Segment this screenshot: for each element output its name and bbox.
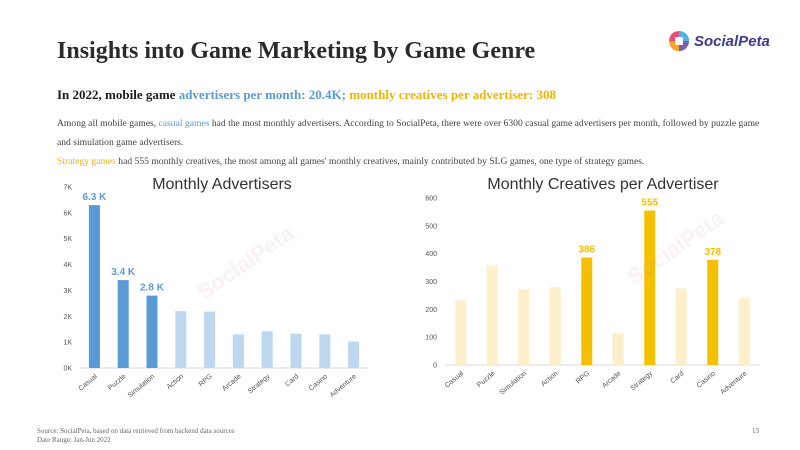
advertisers-category-label: Casual <box>77 373 99 393</box>
advertisers-ytick: 5K <box>63 236 72 243</box>
advertisers-data-label: 3.4 K <box>111 267 136 278</box>
p2-highlight: Strategy games <box>57 156 116 167</box>
p2-post: had 555 monthly creatives, the most amon… <box>115 156 645 167</box>
advertisers-bar <box>88 205 100 368</box>
creatives-category-label: Adventure <box>720 370 749 396</box>
advertisers-ytick: 3K <box>63 288 72 295</box>
creatives-ytick: 300 <box>425 279 437 286</box>
advertisers-ytick: 4K <box>63 262 72 269</box>
creatives-data-label: 555 <box>641 198 658 209</box>
creatives-bar <box>644 210 656 365</box>
advertisers-category-label: Casino <box>308 373 329 392</box>
creatives-bar <box>707 259 719 365</box>
advertisers-category-label: Simulation <box>127 373 157 399</box>
advertisers-bar <box>204 311 216 368</box>
p1-post: had the most monthly advertisers. Accord… <box>57 118 760 148</box>
creatives-ytick: 500 <box>425 223 437 230</box>
headline-creatives: monthly creatives per advertiser: 308 <box>346 87 556 102</box>
creatives-category-label: Simulation <box>498 370 528 396</box>
advertisers-bar <box>146 295 158 368</box>
creatives-data-label: 378 <box>704 247 721 258</box>
creatives-bar <box>675 288 687 365</box>
page-number: 13 <box>752 427 759 435</box>
advertisers-category-label: Arcade <box>221 373 243 393</box>
footer-source: Source: SocialPeta, based on data retrie… <box>37 427 235 435</box>
advertisers-bar <box>261 331 273 368</box>
advertisers-category-label: Card <box>284 373 300 388</box>
creatives-category-label: RPG <box>575 370 591 385</box>
advertisers-category-label: Action <box>166 373 185 391</box>
advertisers-bar <box>348 341 360 368</box>
advertisers-bar <box>117 280 129 368</box>
advertisers-bar <box>319 334 331 368</box>
creatives-category-label: Casual <box>444 370 466 390</box>
creatives-ytick: 400 <box>425 251 437 258</box>
monthly-creatives-chart: Monthly Creatives per Advertiser 0 100 200 3… <box>425 176 760 397</box>
advertisers-category-label: Strategy <box>247 373 272 395</box>
description-p1: Among all mobile games, casual games had… <box>57 114 762 152</box>
advertisers-ytick: 7K <box>63 185 72 192</box>
footer-date-range: Date Range: Jan-Jun 2022 <box>37 436 111 444</box>
creatives-category-label: Card <box>669 370 685 385</box>
creatives-bar <box>455 300 467 365</box>
creatives-bar <box>612 333 624 365</box>
advertisers-bar <box>290 333 302 368</box>
creatives-ytick: 200 <box>425 307 437 314</box>
advertisers-bar <box>232 334 244 368</box>
headline-prefix: In 2022, mobile game <box>57 87 179 102</box>
creatives-category-label: Puzzle <box>476 370 497 389</box>
headline: In 2022, mobile game advertisers per mon… <box>57 87 556 103</box>
p1-pre: Among all mobile games, <box>57 118 159 129</box>
advertisers-data-label: 2.8 K <box>140 283 165 294</box>
logo-text: SocialPeta <box>694 32 770 50</box>
creatives-category-label: Strategy <box>630 370 655 392</box>
creatives-bar <box>581 257 593 365</box>
creatives-bar <box>549 287 561 365</box>
creatives-category-label: Action <box>540 370 559 388</box>
creatives-bar <box>738 298 750 365</box>
creatives-category-label: Casino <box>696 370 717 389</box>
creatives-bar <box>518 289 530 365</box>
advertisers-ytick: 0K <box>63 366 72 373</box>
description-p2: Strategy games had 555 monthly creatives… <box>57 152 762 171</box>
p1-highlight: casual games <box>158 118 210 129</box>
creatives-data-label: 386 <box>578 245 595 256</box>
creatives-ytick: 0 <box>433 363 437 370</box>
advertisers-category-label: Puzzle <box>107 373 128 392</box>
page-title: Insights into Game Marketing by Game Gen… <box>57 38 536 64</box>
advertisers-ytick: 1K <box>63 340 72 347</box>
advertisers-title: Monthly Advertisers <box>152 176 292 193</box>
advertisers-data-label: 6.3 K <box>82 192 107 203</box>
headline-advertisers: advertisers per month: 20.4K; <box>178 87 346 102</box>
creatives-title: Monthly Creatives per Advertiser <box>487 176 719 193</box>
advertisers-bar <box>175 311 187 368</box>
creatives-ytick: 600 <box>425 196 437 203</box>
advertisers-category-label: Adventure <box>329 373 358 399</box>
description: Among all mobile games, casual games had… <box>57 114 762 171</box>
advertisers-ytick: 2K <box>63 314 72 321</box>
creatives-ytick: 100 <box>425 335 437 342</box>
advertisers-ytick: 6K <box>63 210 72 217</box>
socialpeta-logo-icon <box>669 31 689 51</box>
creatives-bar <box>486 265 498 365</box>
footer: Source: SocialPeta, based on data retrie… <box>37 427 234 445</box>
monthly-advertisers-chart: Monthly Advertisers 0K 1K 2K 3K 4K 5K 6K 7K 6.3 K… <box>63 176 368 400</box>
socialpeta-logo: SocialPeta <box>668 30 770 52</box>
creatives-category-label: Arcade <box>601 370 623 390</box>
advertisers-category-label: RPG <box>198 373 214 388</box>
